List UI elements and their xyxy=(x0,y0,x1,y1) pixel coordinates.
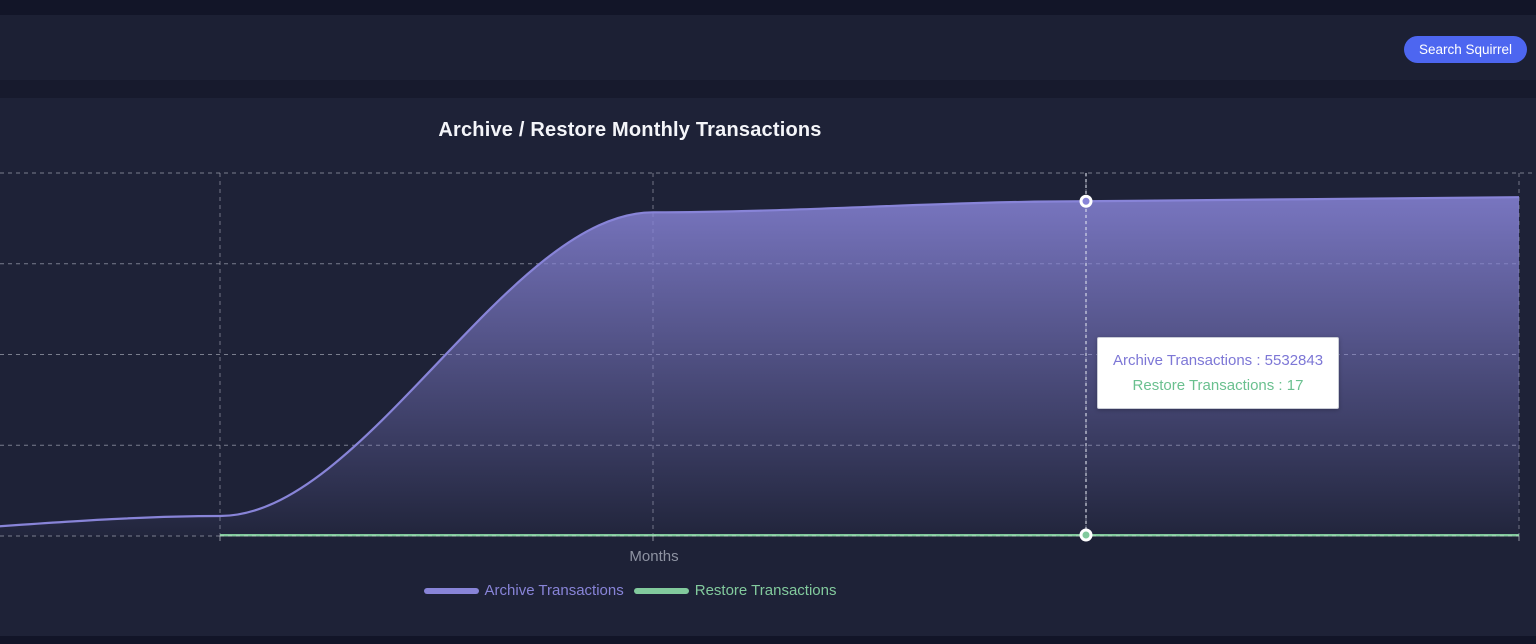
legend-item-archive[interactable]: Archive Transactions xyxy=(423,582,624,599)
restore-line-swatch-icon xyxy=(633,587,689,594)
header-divider xyxy=(0,80,1536,98)
legend-label-restore: Restore Transactions xyxy=(694,582,837,599)
chart-tooltip: Archive Transactions : 5532843 Restore T… xyxy=(1097,337,1339,409)
tooltip-archive-value: Archive Transactions : 5532843 xyxy=(1112,352,1324,369)
bottom-strip xyxy=(0,636,1536,644)
header-bar xyxy=(0,15,1536,80)
legend-label-archive: Archive Transactions xyxy=(484,582,624,599)
x-axis-label: Months xyxy=(629,548,679,565)
legend-item-restore[interactable]: Restore Transactions xyxy=(633,582,837,599)
search-squirrel-button[interactable]: Search Squirrel xyxy=(1403,36,1527,63)
chart-title: Archive / Restore Monthly Transactions xyxy=(438,119,822,141)
chart-legend: Archive Transactions Restore Transaction… xyxy=(0,582,1260,599)
top-strip xyxy=(0,0,1536,15)
archive-line-swatch-icon xyxy=(423,587,479,594)
tooltip-restore-value: Restore Transactions : 17 xyxy=(1132,377,1304,394)
